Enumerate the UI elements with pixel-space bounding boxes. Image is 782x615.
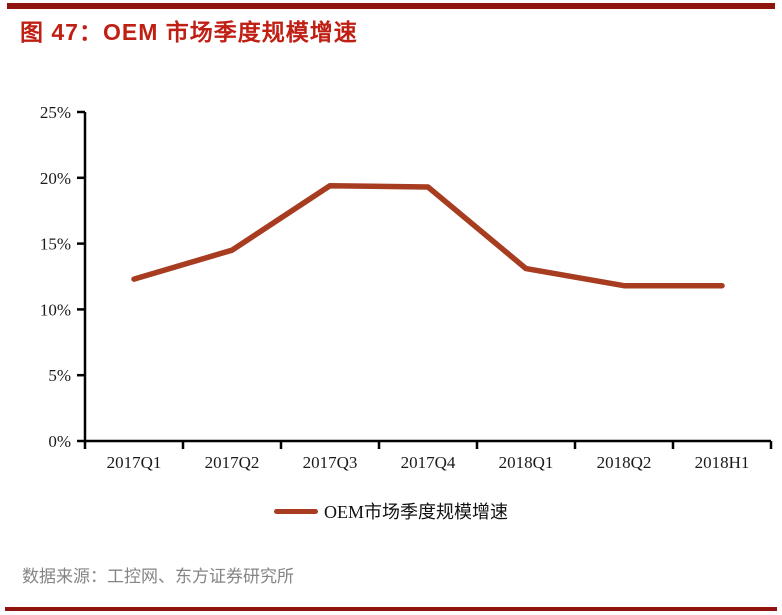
x-axis-tick-label: 2017Q3 [303, 453, 358, 472]
x-axis-tick-label: 2018Q2 [597, 453, 652, 472]
y-axis-tick-label: 10% [40, 300, 71, 319]
bottom-divider [5, 607, 777, 611]
y-axis-tick-label: 25% [40, 103, 71, 122]
x-axis-tick-label: 2018H1 [695, 453, 750, 472]
line-chart: 0% 5% 10% 15% 20% 25% 2017Q1 2017Q2 2017Q3 2017Q4… [0, 88, 782, 490]
data-source-note: 数据来源：工控网、东方证券研究所 [22, 567, 294, 586]
figure-title: 图 47：OEM 市场季度规模增速 [20, 19, 358, 45]
y-axis-tick-label: 5% [48, 366, 71, 385]
top-divider [7, 3, 775, 9]
chart-canvas: 0% 5% 10% 15% 20% 25% 2017Q1 2017Q2 2017Q3 2017Q4… [40, 103, 773, 472]
x-axis-tick-label: 2017Q4 [401, 453, 456, 472]
legend-label: OEM市场季度规模增速 [324, 502, 508, 522]
x-axis-tick-label: 2018Q1 [499, 453, 554, 472]
series-line [131, 182, 725, 289]
legend-line-swatch [274, 508, 318, 514]
x-axis-tick-label: 2017Q2 [205, 453, 260, 472]
x-axis-tick-label: 2017Q1 [107, 453, 162, 472]
y-axis-tick-label: 15% [40, 235, 71, 254]
y-axis-tick-label: 20% [40, 169, 71, 188]
chart-legend: OEM市场季度规模增速 [0, 498, 782, 524]
y-axis-tick-label: 0% [48, 432, 71, 451]
